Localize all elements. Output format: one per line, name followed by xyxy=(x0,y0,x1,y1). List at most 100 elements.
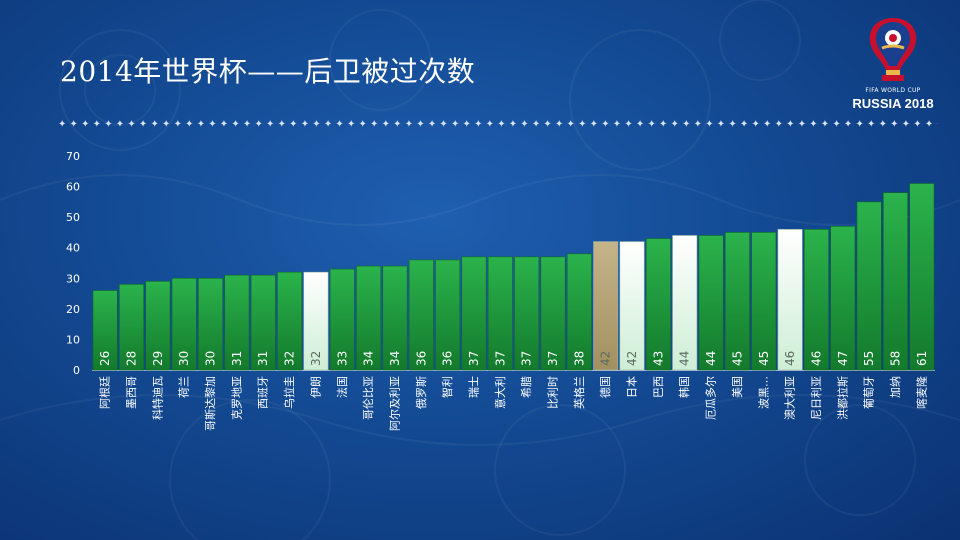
bar-value-label: 47 xyxy=(836,351,850,366)
bar xyxy=(830,226,856,371)
category-label: 意大利 xyxy=(493,376,507,409)
bar-value-label: 32 xyxy=(309,351,323,366)
bar xyxy=(514,256,540,371)
y-tick-label: 70 xyxy=(66,150,80,163)
bar-value-label: 37 xyxy=(520,351,534,366)
bar xyxy=(856,201,882,371)
slide-title: 2014年世界杯——后卫被过次数 xyxy=(60,55,476,88)
bar xyxy=(408,259,434,371)
category-label: 尼日利亚 xyxy=(810,376,823,420)
category-label: 洪都拉斯 xyxy=(835,376,849,420)
bar xyxy=(277,271,303,371)
bar xyxy=(329,268,355,371)
logo-caption-small: FIFA WORLD CUP xyxy=(865,87,921,94)
category-label: 希腊 xyxy=(519,376,533,398)
y-tick-label: 50 xyxy=(66,211,80,224)
bar-value-label: 44 xyxy=(678,351,692,366)
bar-value-label: 37 xyxy=(493,351,507,366)
y-tick-label: 60 xyxy=(66,181,80,194)
bar xyxy=(119,284,144,371)
bar-value-label: 46 xyxy=(783,351,797,366)
bar xyxy=(461,256,487,371)
bar xyxy=(356,265,382,371)
bar xyxy=(803,229,829,371)
category-label: 阿尔及利亚 xyxy=(388,376,401,431)
bar xyxy=(724,232,750,371)
category-label: 伊朗 xyxy=(309,376,322,398)
category-label: 英格兰 xyxy=(572,376,586,409)
category-label: 日本 xyxy=(625,376,639,398)
category-label: 哥伦比亚 xyxy=(361,376,375,420)
bar xyxy=(487,256,513,371)
bar-value-label: 29 xyxy=(151,351,165,366)
bar-value-label: 26 xyxy=(98,351,112,366)
bar-value-label: 44 xyxy=(704,351,718,366)
bar xyxy=(566,253,592,371)
bar-value-label: 58 xyxy=(888,351,902,366)
bar xyxy=(382,265,408,371)
category-label: 加纳 xyxy=(889,376,902,398)
y-tick-label: 10 xyxy=(66,333,80,346)
decorative-divider: ✦ ✦ ✦ ✦ ✦ ✦ ✦ ✦ ✦ ✦ ✦ ✦ ✦ ✦ ✦ ✦ ✦ ✦ ✦ ✦ … xyxy=(58,119,938,130)
logo-caption-large: RUSSIA 2018 xyxy=(852,96,934,111)
y-tick-label: 40 xyxy=(66,242,80,255)
bar xyxy=(883,192,908,371)
category-label: 智利 xyxy=(440,376,454,398)
trophy-emblem-icon xyxy=(869,18,917,81)
bar xyxy=(645,238,671,371)
bar-value-label: 45 xyxy=(757,351,771,366)
category-label: 波黑… xyxy=(757,376,770,409)
category-label: 葡萄牙 xyxy=(863,376,876,409)
category-label: 俄罗斯 xyxy=(415,376,428,409)
bar-value-label: 55 xyxy=(862,351,876,366)
bar-value-label: 42 xyxy=(625,351,639,366)
bar xyxy=(435,259,461,371)
category-label: 荷兰 xyxy=(178,376,191,398)
bar xyxy=(698,235,724,371)
bar-value-label: 34 xyxy=(362,351,376,366)
category-label: 哥斯达黎加 xyxy=(203,376,217,431)
bar xyxy=(92,290,118,371)
bar-value-label: 46 xyxy=(809,351,823,366)
category-label: 巴西 xyxy=(652,376,665,398)
category-label: 阿根廷 xyxy=(98,376,112,409)
bar-value-label: 33 xyxy=(335,351,349,366)
bar xyxy=(672,235,698,371)
bar xyxy=(250,274,276,371)
bar-value-label: 31 xyxy=(230,351,244,366)
bar-value-label: 30 xyxy=(204,351,218,366)
category-label: 澳大利亚 xyxy=(783,376,797,420)
bar-value-label: 61 xyxy=(915,351,929,366)
category-label: 德国 xyxy=(598,376,612,398)
bar xyxy=(909,183,935,371)
category-label: 克罗地亚 xyxy=(230,376,243,420)
world-cup-logo: FIFA WORLD CUP RUSSIA 2018 xyxy=(838,14,948,118)
bar xyxy=(224,274,250,371)
bar-value-label: 36 xyxy=(441,351,455,366)
bar-value-label: 43 xyxy=(651,351,665,366)
category-label: 西班牙 xyxy=(257,376,270,409)
bar xyxy=(593,241,619,371)
bar-value-label: 42 xyxy=(599,351,613,366)
bar-value-label: 37 xyxy=(546,351,560,366)
bar xyxy=(303,271,329,371)
bar-value-label: 34 xyxy=(388,351,402,366)
bar-value-label: 36 xyxy=(414,351,428,366)
category-label: 比利时 xyxy=(547,376,560,409)
bar xyxy=(171,277,197,371)
category-label: 乌拉圭 xyxy=(282,376,296,409)
category-label: 美国 xyxy=(731,376,744,398)
category-label: 法国 xyxy=(335,376,349,398)
bar xyxy=(198,277,224,371)
y-tick-label: 20 xyxy=(66,303,80,316)
bar xyxy=(145,281,171,371)
category-label: 墨西哥 xyxy=(125,376,138,409)
y-tick-label: 30 xyxy=(66,272,80,285)
bar-value-label: 38 xyxy=(572,351,586,366)
bar-value-label: 31 xyxy=(256,351,270,366)
category-label: 科特迪瓦 xyxy=(150,376,164,420)
bar-value-label: 28 xyxy=(125,351,139,366)
bar-value-label: 37 xyxy=(467,351,481,366)
bar xyxy=(777,229,803,371)
